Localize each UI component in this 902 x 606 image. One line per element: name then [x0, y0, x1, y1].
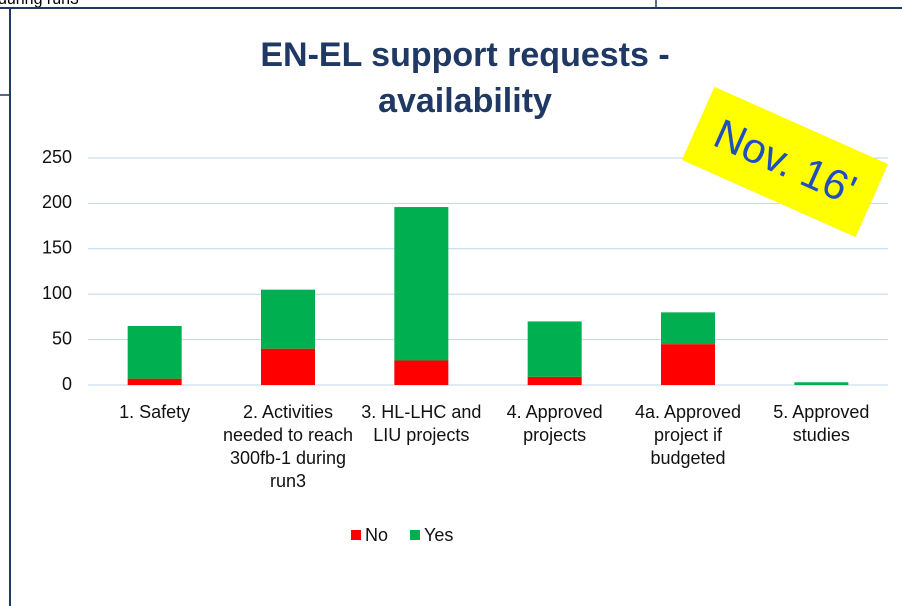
bar-segment [394, 207, 449, 361]
x-tick-label: 3. HL-LHC and LIU projects [361, 402, 482, 445]
y-tick-label: 50 [52, 328, 72, 348]
bar-segment [661, 344, 715, 385]
legend-label: Yes [424, 525, 453, 545]
bar-segment [261, 289, 315, 349]
bar-segment [794, 382, 849, 385]
x-tick-label: 4a. Approved project if budgeted [634, 402, 742, 468]
bar-segment [394, 360, 449, 385]
legend-label: No [365, 525, 388, 545]
chart-title: EN-EL support requests - availability [260, 36, 670, 120]
y-tick-label: 0 [62, 374, 72, 394]
y-tick-label: 200 [42, 192, 72, 212]
y-tick-label: 150 [42, 238, 72, 258]
bar-segment [527, 321, 582, 377]
y-tick-label: 100 [42, 283, 72, 303]
x-tick-label: 4. Approved projects [506, 402, 603, 445]
x-tick-label: 1. Safety [119, 402, 191, 422]
legend-swatch [410, 530, 421, 540]
bar-segment [527, 376, 582, 385]
legend-swatch [351, 530, 361, 540]
x-tick-label: 5. Approved studies [773, 402, 870, 445]
bar-segment [661, 312, 715, 345]
bar-segment [127, 378, 182, 385]
x-tick-label: 2. Activities needed to reach 300fb-1 du… [222, 402, 354, 491]
background-text: during run3 [0, 0, 79, 9]
bar-segment [127, 325, 182, 379]
bar-segment [261, 348, 315, 385]
y-tick-label: 250 [42, 147, 72, 167]
